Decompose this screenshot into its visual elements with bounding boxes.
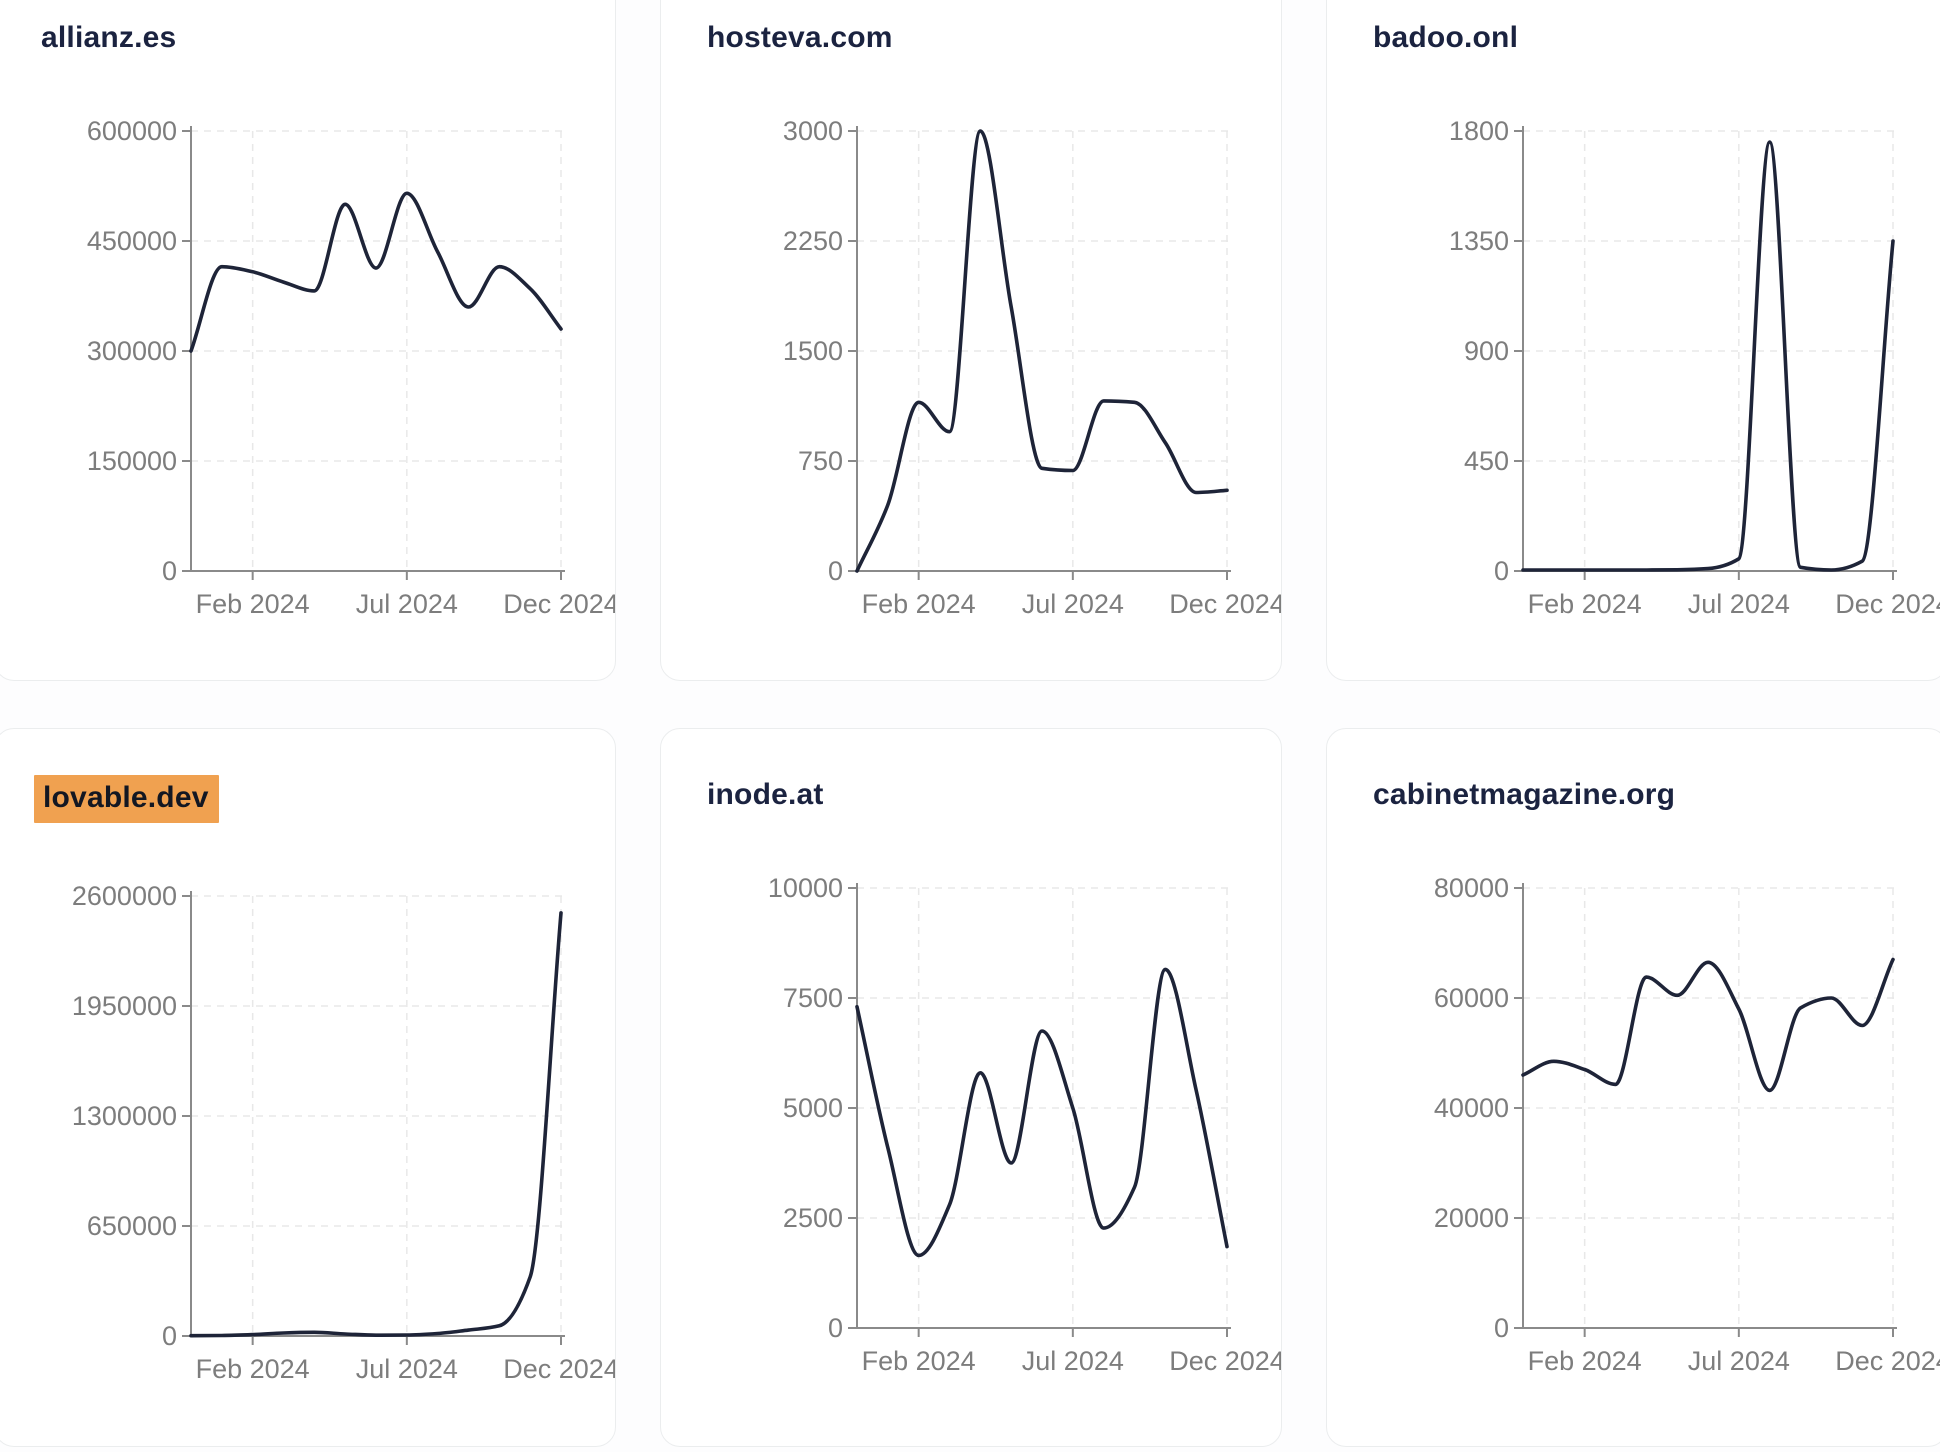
traffic-line-chart: 0 150000 300000 450000 600000 Feb 2024 Jul 202… bbox=[87, 116, 615, 619]
y-tick-label: 0 bbox=[162, 556, 177, 586]
x-tick-label: Dec 2024 bbox=[1835, 589, 1940, 619]
domain-title-text: cabinetmagazine.org bbox=[1373, 778, 1676, 811]
y-tick-label: 1950000 bbox=[72, 991, 177, 1021]
y-tick-label: 80000 bbox=[1434, 873, 1509, 903]
traffic-line-chart: 0 750 1500 2250 3000 Feb 2024 Jul 2024 Dec 2024 bbox=[783, 116, 1281, 619]
series-line bbox=[189, 191, 563, 353]
y-tick-label: 600000 bbox=[87, 116, 177, 146]
x-tick-label: Feb 2024 bbox=[196, 589, 310, 619]
series-line bbox=[189, 911, 563, 1338]
y-tick-label: 60000 bbox=[1434, 983, 1509, 1013]
series-line bbox=[855, 129, 1229, 573]
y-tick-label: 40000 bbox=[1434, 1093, 1509, 1123]
x-tick-label: Feb 2024 bbox=[862, 1346, 976, 1376]
y-tick-label: 1800 bbox=[1449, 116, 1509, 146]
y-tick-label: 450000 bbox=[87, 226, 177, 256]
y-tick-label: 5000 bbox=[783, 1093, 843, 1123]
domain-title-text: hosteva.com bbox=[707, 21, 893, 54]
x-tick-label: Dec 2024 bbox=[503, 1354, 616, 1384]
x-tick-label: Feb 2024 bbox=[1528, 589, 1642, 619]
domain-chart-card-badoo-onl[interactable]: badoo.onl 0 450 900 1350 1800 Feb 2024 Jul 202… bbox=[1326, 0, 1940, 681]
y-tick-label: 750 bbox=[798, 446, 843, 476]
x-tick-label: Dec 2024 bbox=[1835, 1346, 1940, 1376]
domain-title: cabinetmagazine.org bbox=[1373, 775, 1940, 815]
x-tick-label: Jul 2024 bbox=[1022, 589, 1124, 619]
y-tick-label: 7500 bbox=[783, 983, 843, 1013]
y-tick-label: 450 bbox=[1464, 446, 1509, 476]
series-line bbox=[1521, 957, 1895, 1093]
series-line bbox=[1521, 140, 1895, 572]
x-tick-label: Jul 2024 bbox=[356, 1354, 458, 1384]
y-tick-label: 10000 bbox=[768, 873, 843, 903]
y-tick-label: 0 bbox=[828, 556, 843, 586]
x-tick-label: Jul 2024 bbox=[1688, 1346, 1790, 1376]
y-tick-label: 2600000 bbox=[72, 881, 177, 911]
domain-chart-card-lovable-dev[interactable]: lovable.dev 0 650000 1300000 1950000 2600000… bbox=[0, 728, 616, 1447]
domain-title: lovable.dev bbox=[34, 775, 615, 823]
y-tick-label: 150000 bbox=[87, 446, 177, 476]
y-tick-label: 1300000 bbox=[72, 1101, 177, 1131]
domain-title: inode.at bbox=[707, 775, 1281, 815]
traffic-line-chart: 0 650000 1300000 1950000 2600000 Feb 2024 Jul … bbox=[72, 881, 615, 1384]
domain-title-text: lovable.dev bbox=[34, 775, 219, 823]
traffic-line-chart: 0 20000 40000 60000 80000 Feb 2024 Jul 2024 Dec… bbox=[1434, 873, 1940, 1376]
domain-title-text: allianz.es bbox=[41, 21, 177, 54]
domain-chart-card-allianz-es[interactable]: allianz.es 0 150000 300000 450000 600000 Feb … bbox=[0, 0, 616, 681]
y-tick-label: 20000 bbox=[1434, 1203, 1509, 1233]
y-tick-label: 900 bbox=[1464, 336, 1509, 366]
domain-title: badoo.onl bbox=[1373, 18, 1940, 58]
x-tick-label: Dec 2024 bbox=[1169, 1346, 1282, 1376]
y-tick-label: 1500 bbox=[783, 336, 843, 366]
y-tick-label: 0 bbox=[1494, 556, 1509, 586]
y-tick-label: 300000 bbox=[87, 336, 177, 366]
y-tick-label: 3000 bbox=[783, 116, 843, 146]
y-tick-label: 1350 bbox=[1449, 226, 1509, 256]
x-tick-label: Feb 2024 bbox=[862, 589, 976, 619]
traffic-line-chart: 0 450 900 1350 1800 Feb 2024 Jul 2024 Dec 2024 bbox=[1449, 116, 1940, 619]
x-tick-label: Feb 2024 bbox=[196, 1354, 310, 1384]
x-tick-label: Dec 2024 bbox=[1169, 589, 1282, 619]
y-tick-label: 0 bbox=[828, 1313, 843, 1343]
domain-chart-card-hosteva-com[interactable]: hosteva.com 0 750 1500 2250 3000 Feb 2024 Jul … bbox=[660, 0, 1282, 681]
y-tick-label: 2250 bbox=[783, 226, 843, 256]
x-tick-label: Dec 2024 bbox=[503, 589, 616, 619]
y-tick-label: 0 bbox=[162, 1321, 177, 1351]
domain-chart-card-inode-at[interactable]: inode.at 0 2500 5000 7500 10000 Feb 2024 Jul 2… bbox=[660, 728, 1282, 1447]
domain-title: allianz.es bbox=[41, 18, 615, 58]
y-tick-label: 650000 bbox=[87, 1211, 177, 1241]
series-line bbox=[855, 967, 1229, 1258]
y-tick-label: 0 bbox=[1494, 1313, 1509, 1343]
y-tick-label: 2500 bbox=[783, 1203, 843, 1233]
domain-chart-card-cabinetmagazine-org[interactable]: cabinetmagazine.org 0 20000 40000 60000 8000… bbox=[1326, 728, 1940, 1447]
traffic-line-chart: 0 2500 5000 7500 10000 Feb 2024 Jul 2024 Dec 20… bbox=[768, 873, 1281, 1376]
x-tick-label: Jul 2024 bbox=[356, 589, 458, 619]
x-tick-label: Feb 2024 bbox=[1528, 1346, 1642, 1376]
x-tick-label: Jul 2024 bbox=[1022, 1346, 1124, 1376]
domain-title-text: badoo.onl bbox=[1373, 21, 1519, 54]
domain-title: hosteva.com bbox=[707, 18, 1281, 58]
x-tick-label: Jul 2024 bbox=[1688, 589, 1790, 619]
domain-title-text: inode.at bbox=[707, 778, 824, 811]
